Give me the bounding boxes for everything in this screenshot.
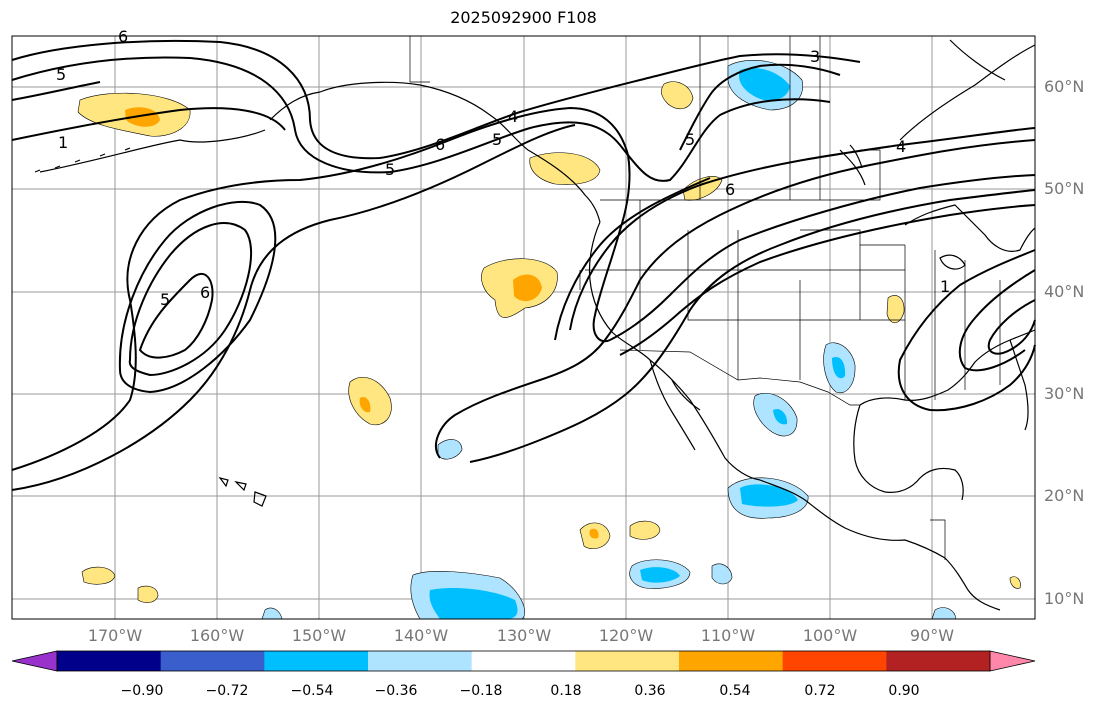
contour-label: 5	[160, 290, 170, 309]
colorbar-segment	[160, 651, 265, 671]
colorbar-tick-label: −0.90	[120, 683, 164, 699]
lon-label: 170°W	[87, 626, 143, 645]
lon-label: 160°W	[189, 626, 245, 645]
lon-label: 120°W	[598, 626, 654, 645]
colorbar-tick-label: 0.72	[804, 683, 836, 699]
plot-title: 2025092900 F108	[450, 8, 597, 27]
political-borders	[409, 36, 1001, 560]
contour-labels: 5 5 6 5 6 1 5 6 4 5 6 3 4 1	[56, 27, 950, 309]
colorbar-segment	[679, 651, 784, 671]
colorbar-segment	[782, 651, 887, 671]
contour-label: 5	[492, 130, 502, 149]
contour-label: 6	[200, 283, 210, 302]
colorbar-segment	[57, 651, 162, 671]
lat-label: 40°N	[1044, 282, 1085, 301]
contour-label: 5	[56, 65, 66, 84]
colorbar-tick-label: 0.90	[888, 683, 920, 699]
contours	[11, 39, 1036, 491]
gridlines	[12, 36, 1035, 619]
lon-label: 140°W	[393, 626, 449, 645]
contour-label: 6	[725, 180, 735, 199]
colorbar-tick-label: −0.72	[205, 683, 249, 699]
colorbar-tick-label: −0.54	[290, 683, 334, 699]
colorbar-tick-label: −0.36	[374, 683, 418, 699]
colorbar-segment	[471, 651, 576, 671]
lat-label: 50°N	[1044, 179, 1085, 198]
lon-label: 130°W	[496, 626, 552, 645]
colorbar-tick-label: 0.36	[634, 683, 666, 699]
lat-label: 10°N	[1044, 589, 1085, 608]
colorbar-segment	[575, 651, 680, 671]
colorbar-tick-label: 0.18	[550, 683, 582, 699]
lat-label: 30°N	[1044, 384, 1085, 403]
map-frame	[11, 35, 1036, 620]
contour-label: 3	[810, 47, 820, 66]
colorbar-tick-label: −0.18	[459, 683, 503, 699]
contour-label: 1	[940, 277, 950, 296]
lat-label: 60°N	[1044, 77, 1085, 96]
colorbar-segment	[368, 651, 473, 671]
colorbar	[11, 650, 1036, 672]
contour-label: 1	[58, 133, 68, 152]
lat-label: 20°N	[1044, 486, 1085, 505]
contour-label: 5	[385, 160, 395, 179]
lon-label: 100°W	[802, 626, 858, 645]
lon-label: 90°W	[909, 626, 955, 645]
colorbar-tick-label: 0.54	[719, 683, 751, 699]
contour-label: 6	[435, 135, 445, 154]
lon-label: 150°W	[291, 626, 347, 645]
anomaly-shading	[77, 60, 1021, 620]
contour-label: 5	[685, 130, 695, 149]
colorbar-extend-low	[11, 650, 58, 672]
contour-label: 4	[896, 137, 906, 156]
contour-label: 4	[508, 107, 518, 126]
colorbar-segment	[886, 651, 991, 671]
colorbar-extend-high	[989, 650, 1036, 672]
colorbar-segment	[264, 651, 369, 671]
lon-label: 110°W	[700, 626, 756, 645]
